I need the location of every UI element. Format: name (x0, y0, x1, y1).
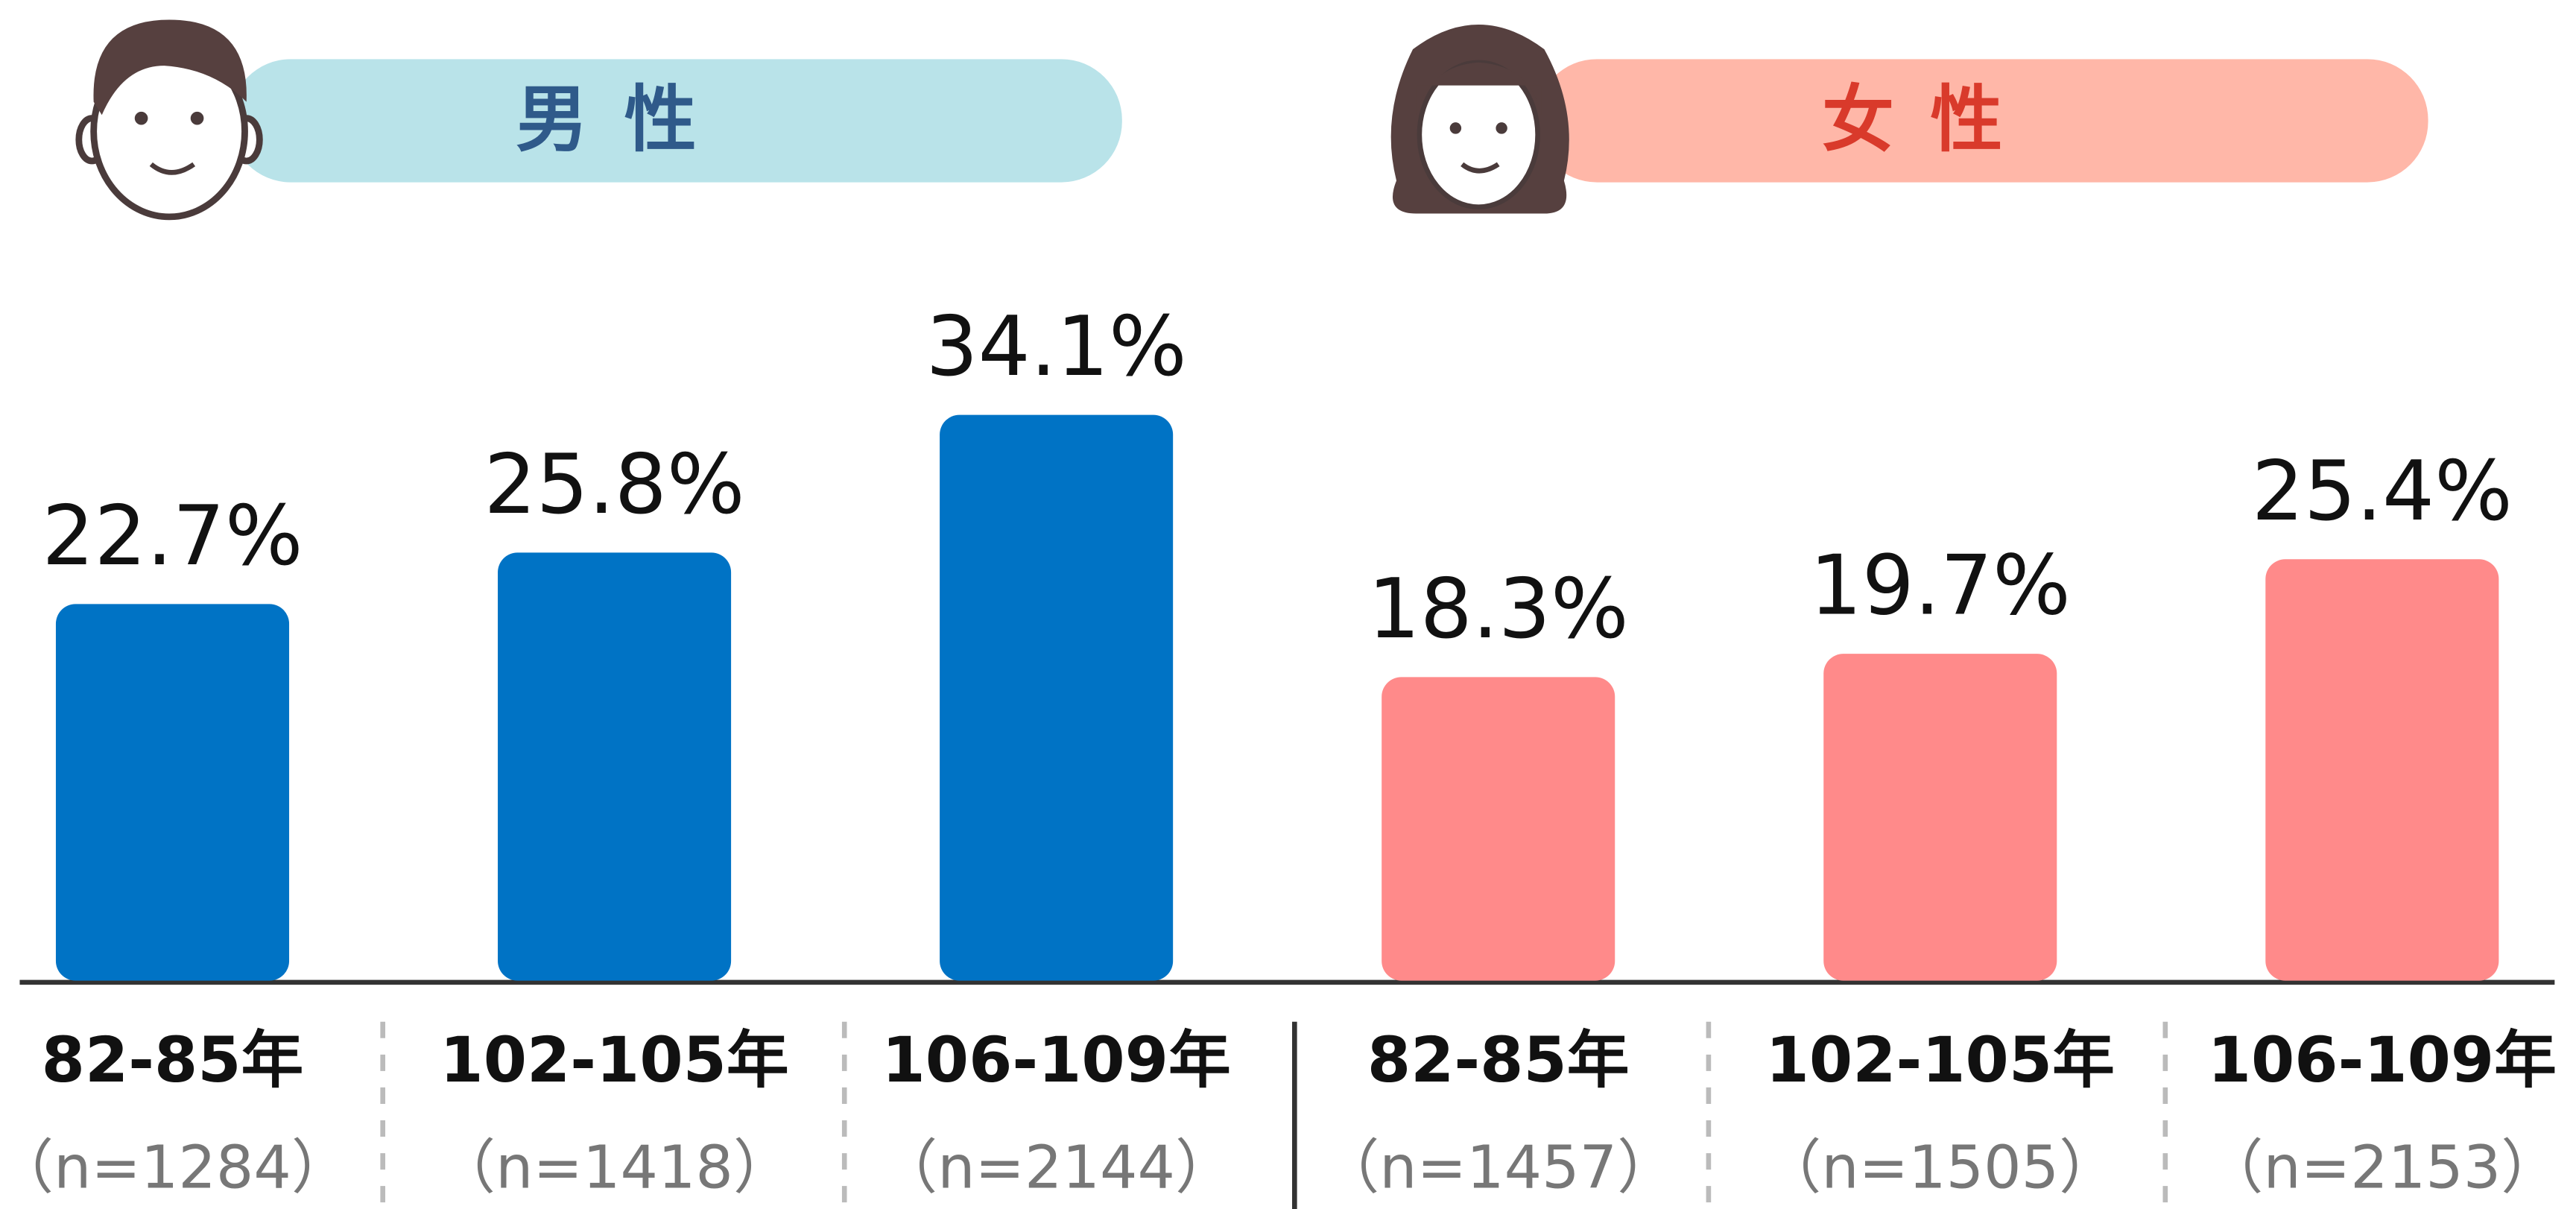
x-tick-label: 82-85年 (42, 1023, 304, 1096)
sample-size: （n=1457） (1320, 1132, 1676, 1202)
value-label: 18.3% (1368, 561, 1629, 657)
sample-size: （n=1284） (0, 1132, 350, 1202)
bar (2265, 559, 2499, 980)
sample-size: （n=2144） (879, 1132, 1234, 1202)
bar (498, 552, 731, 980)
bar (940, 415, 1173, 981)
chart: 男性 22.7% 82-85年 （n=1284） 25.8% 102-105年 （n=141… (0, 0, 2576, 1209)
value-label: 34.1% (926, 299, 1187, 394)
x-tick-label: 102-105年 (440, 1023, 788, 1096)
x-tick-label: 102-105年 (1766, 1023, 2115, 1096)
sample-size: （n=1505） (1762, 1132, 2118, 1202)
sample-size: （n=2153） (2204, 1132, 2560, 1202)
chart-title: 女性 (1822, 78, 2039, 162)
bar (1823, 654, 2057, 980)
bar (56, 604, 289, 980)
value-label: 19.7% (1810, 538, 2071, 634)
female-icon (1391, 25, 1569, 213)
sample-size: （n=1418） (437, 1132, 792, 1202)
value-label: 22.7% (42, 488, 303, 584)
x-tick-label: 106-109年 (882, 1023, 1231, 1096)
chart-title: 男性 (516, 78, 732, 162)
bar (1382, 677, 1615, 980)
male-icon (79, 19, 260, 216)
x-tick-label: 82-85年 (1367, 1023, 1630, 1096)
value-label: 25.8% (484, 437, 744, 532)
x-tick-label: 106-109年 (2208, 1023, 2557, 1096)
value-label: 25.4% (2252, 443, 2513, 539)
